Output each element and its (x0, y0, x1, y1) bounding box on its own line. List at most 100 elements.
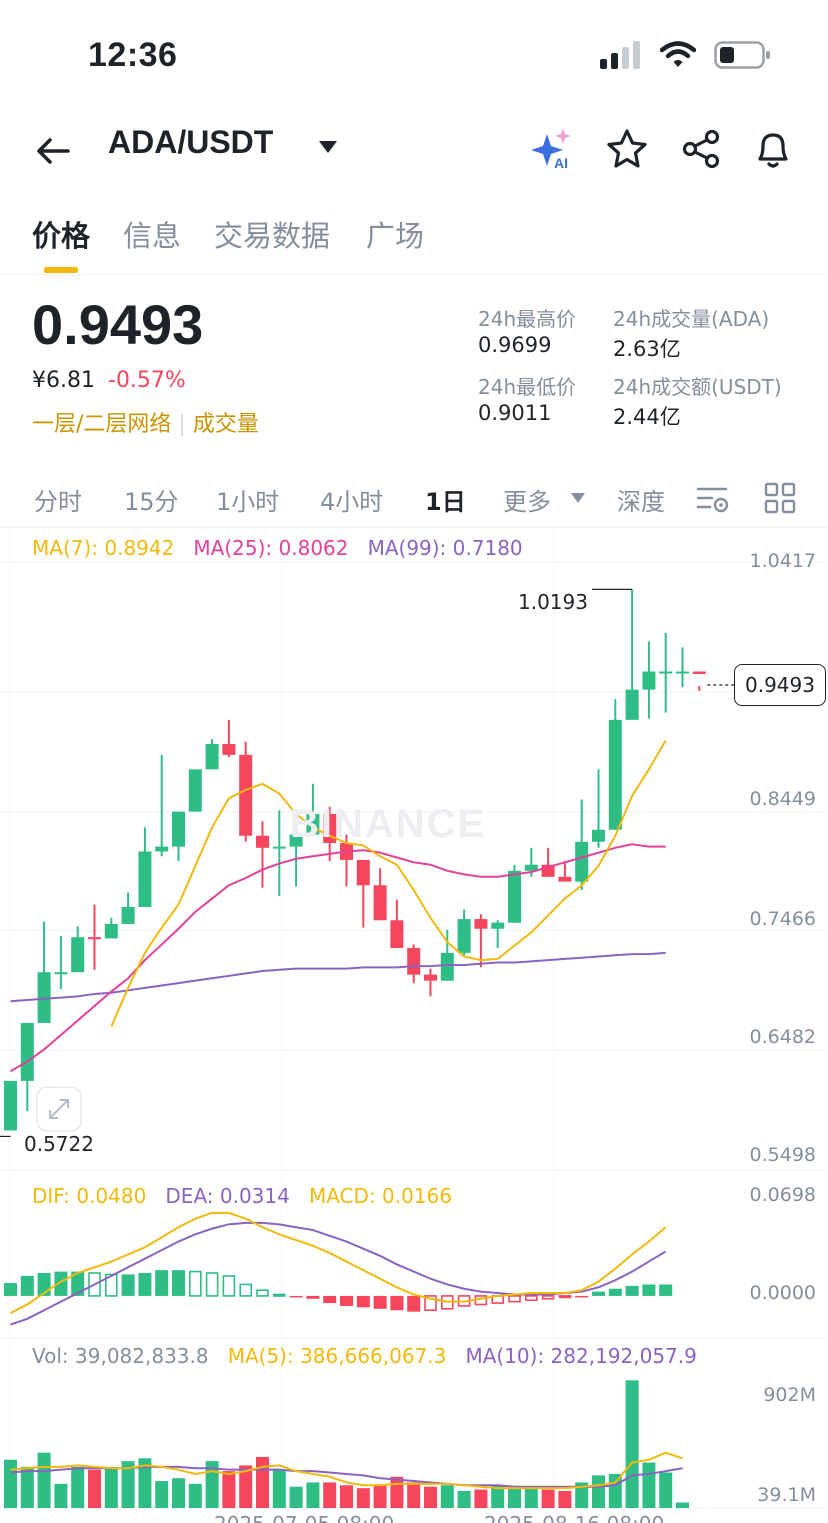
volume-bar (642, 1462, 656, 1508)
chevron-down-icon[interactable] (570, 492, 586, 504)
interval-timeline[interactable]: 分时 (34, 488, 82, 516)
candle-body (205, 743, 219, 770)
price-axis-label: 0.6482 (749, 1026, 816, 1048)
macd-bar (189, 1270, 202, 1297)
candle-body (424, 974, 437, 981)
volume-bar (508, 1488, 521, 1508)
low-marker-label: 0.5722 (24, 1132, 94, 1156)
expand-chart-icon[interactable] (36, 1086, 82, 1132)
volume-bar (272, 1469, 286, 1508)
macd-bar (323, 1295, 337, 1304)
tab-trading-data[interactable]: 交易数据 (214, 219, 331, 253)
volume-bar (659, 1472, 673, 1508)
candle-body (457, 919, 471, 953)
macd-bar (289, 1295, 303, 1298)
candle-body (692, 671, 706, 674)
status-bar: 12:36 (0, 0, 828, 110)
volume-bar (474, 1489, 488, 1508)
macd-bar (508, 1295, 521, 1303)
main-tabs: 价格 信息 交易数据 广场 (0, 205, 828, 275)
battery-icon (714, 41, 770, 69)
price-axis-label: 0.8449 (749, 788, 816, 810)
candle-body (289, 834, 303, 847)
volume-bar (4, 1459, 17, 1508)
candle-body (54, 972, 68, 975)
macd-bar (71, 1271, 85, 1296)
chevron-down-icon[interactable] (318, 140, 338, 154)
candle-body (575, 841, 589, 882)
candle-body (440, 952, 454, 981)
volume-bar (104, 1466, 118, 1508)
volume-bar (138, 1458, 152, 1508)
volume-bar (457, 1490, 471, 1508)
candle-body (491, 922, 505, 929)
interval-15m[interactable]: 15分 (124, 488, 179, 516)
candle-body (188, 769, 202, 812)
star-icon[interactable] (604, 126, 650, 172)
candle-body (642, 671, 656, 690)
tag-volume[interactable]: 成交量 (192, 412, 259, 437)
macd-bar (4, 1283, 17, 1296)
candle-body (272, 846, 286, 849)
stat-vol-base-label: 24h成交量(ADA) (613, 307, 770, 331)
candle-body (88, 937, 101, 940)
candle-body (558, 876, 572, 882)
volume-bar (88, 1469, 101, 1508)
ai-sparkle-icon[interactable]: AI (530, 126, 576, 172)
tag-network[interactable]: 一层/二层网络 (32, 412, 172, 437)
volume-bar (608, 1473, 622, 1508)
volume-bar (407, 1482, 421, 1508)
grid-layout-icon[interactable] (764, 482, 796, 514)
macd-axis-label: 0.0698 (749, 1184, 816, 1206)
volume-bar (222, 1471, 236, 1508)
bell-icon[interactable] (750, 126, 796, 172)
candle-body (356, 859, 370, 886)
candle-body (659, 671, 673, 674)
volume-bar (306, 1482, 320, 1508)
volume-bar (625, 1380, 639, 1508)
macd-bar (138, 1273, 152, 1296)
tab-square[interactable]: 广场 (366, 219, 425, 253)
candle-body (104, 923, 118, 939)
candle-body (323, 814, 337, 843)
time-axis-label: 2025-08-16 08:00 (484, 1512, 664, 1523)
interval-depth[interactable]: 深度 (617, 488, 665, 516)
tab-price[interactable]: 价格 (32, 219, 91, 253)
candle-body (138, 851, 152, 908)
interval-1h[interactable]: 1小时 (216, 488, 280, 516)
pair-title[interactable]: ADA/USDT (108, 124, 274, 160)
stat-vol-base-value: 2.63亿 (613, 337, 681, 361)
volume-bar (676, 1502, 689, 1508)
last-price-marker[interactable]: 0.9493 (734, 664, 826, 706)
macd-bar (659, 1284, 673, 1296)
stat-high-value: 0.9699 (478, 333, 552, 357)
candle-body (155, 846, 169, 852)
stat-low-label: 24h最低价 (478, 375, 577, 399)
share-icon[interactable] (678, 126, 724, 172)
macd-bar (608, 1288, 622, 1296)
candle-body (592, 829, 605, 842)
interval-4h[interactable]: 4小时 (320, 488, 384, 516)
candle-body (121, 907, 135, 924)
candle-body (508, 870, 521, 923)
interval-more[interactable]: 更多 (503, 488, 551, 516)
price-cny: ¥6.81 (32, 368, 95, 393)
kline-chart[interactable] (0, 530, 828, 1523)
candle-body (608, 719, 622, 830)
back-arrow-icon[interactable] (30, 128, 76, 174)
tab-info[interactable]: 信息 (123, 219, 182, 253)
macd-bar (575, 1295, 589, 1298)
vol-ma10-value: MA(10): 282,192,057.9 (465, 1344, 697, 1368)
volume-bar (289, 1486, 303, 1508)
interval-1d[interactable]: 1日 (425, 488, 466, 516)
volume-bar (239, 1465, 253, 1508)
vol-ma5-value: MA(5): 386,666,067.3 (227, 1344, 447, 1368)
macd-bar (356, 1295, 370, 1308)
macd-axis-label: 0.0000 (749, 1282, 816, 1304)
price-axis-label: 0.7466 (749, 908, 816, 930)
macd-bar (592, 1291, 605, 1296)
macd-bar (256, 1289, 269, 1297)
macd-bar (306, 1295, 320, 1299)
indicator-settings-icon[interactable] (696, 484, 730, 516)
high-marker-label: 1.0193 (518, 590, 588, 614)
